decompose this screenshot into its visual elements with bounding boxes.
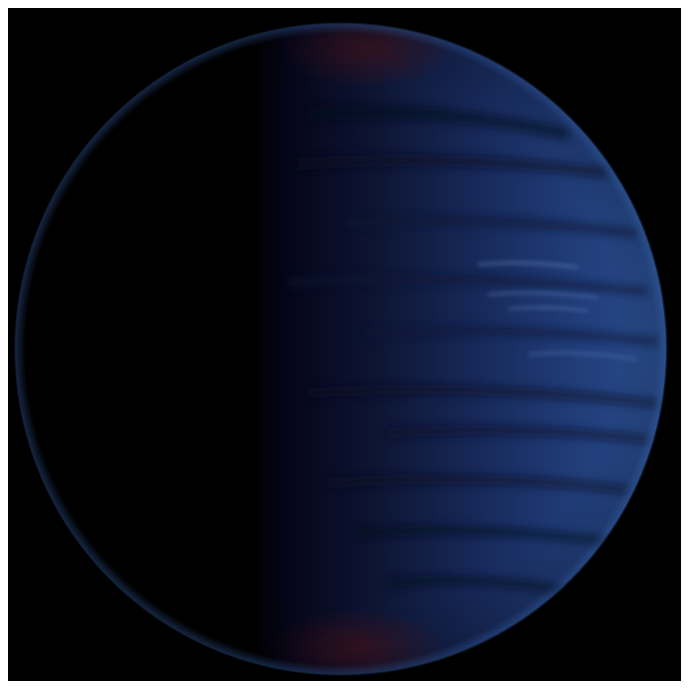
planet-scene — [14, 22, 668, 676]
atmosphere-rim — [14, 22, 668, 676]
space-background — [8, 8, 681, 681]
